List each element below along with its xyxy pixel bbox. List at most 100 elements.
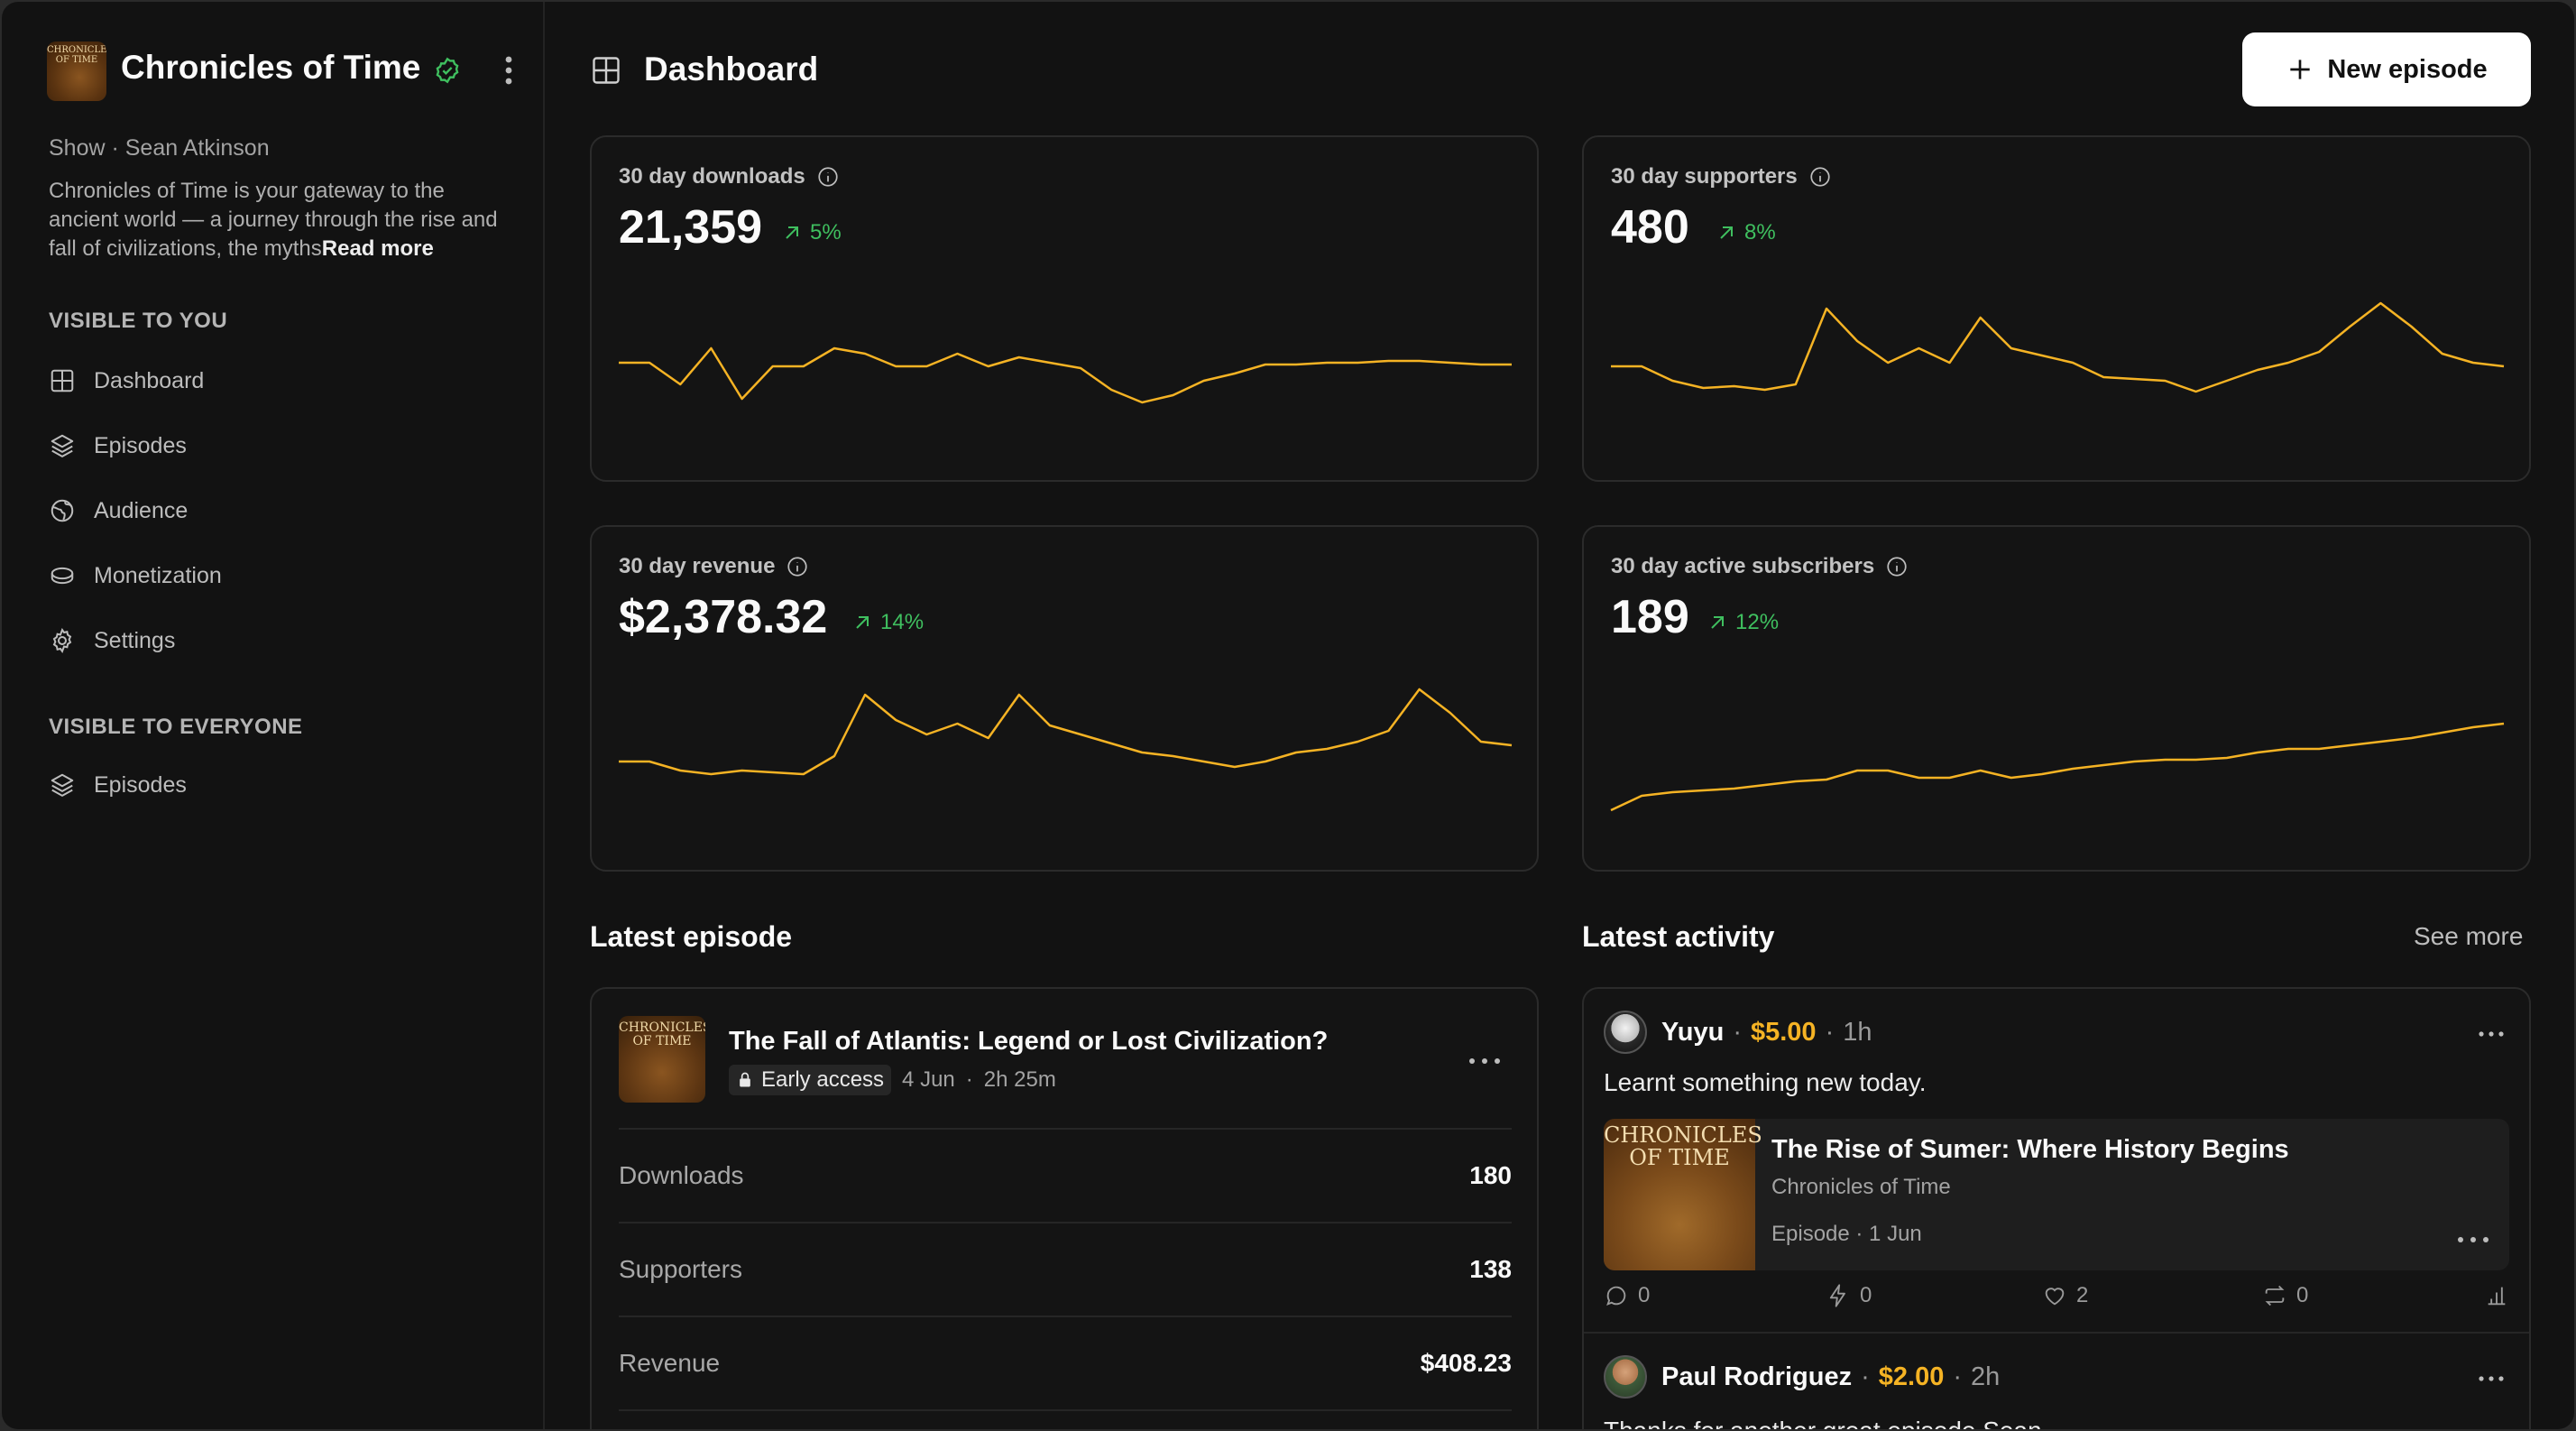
coin-icon: [51, 567, 74, 585]
stat-trend: 12%: [1707, 610, 1779, 635]
stat-label-text: 30 day downloads: [619, 164, 805, 189]
sidebar-item-label: Audience: [94, 497, 189, 523]
stat-value: 21,359: [619, 201, 763, 254]
sidebar-item-audience[interactable]: Audience: [49, 493, 188, 529]
layers-icon: [51, 773, 74, 797]
activity-time: 1h: [1843, 1017, 1872, 1047]
stat-value: $2,378.32: [619, 591, 828, 643]
episode-stat-row: Supporters 138: [619, 1222, 1512, 1316]
gear-icon: [52, 627, 72, 654]
show-description-text: Chronicles of Time is your gateway to th…: [49, 179, 498, 261]
episode-meta: Early access 4 Jun · 2h 25m: [729, 1065, 1056, 1095]
new-episode-button[interactable]: New episode: [2242, 32, 2531, 106]
activity-message: Thanks for another great episode Sean: [1604, 1417, 2042, 1429]
info-icon[interactable]: [816, 165, 840, 189]
stat-trend-text: 12%: [1735, 610, 1780, 634]
more-icon[interactable]: [2477, 1025, 2506, 1043]
avatar[interactable]: [1604, 1355, 1647, 1399]
stat-card-downloads: 30 day downloads 21,359 5%: [590, 135, 1539, 482]
sidebar-item-label: Episodes: [94, 771, 187, 798]
info-icon[interactable]: [1808, 165, 1832, 189]
early-access-badge: Early access: [729, 1065, 892, 1095]
activity-amount: $5.00: [1750, 1017, 1817, 1047]
stat-trend: 5%: [781, 220, 842, 245]
sidebar-item-public-episodes[interactable]: Episodes: [49, 767, 187, 803]
latest-activity-panel: Yuyu · $5.00 · 1h Learnt something new t…: [1582, 987, 2531, 1429]
stat-value: 480: [1611, 201, 1689, 254]
more-icon[interactable]: [2455, 1231, 2491, 1249]
sidebar-item-label: Dashboard: [94, 367, 205, 393]
episode-embed[interactable]: CHRONICLES OF TIME The Rise of Sumer: Wh…: [1604, 1119, 2509, 1270]
supporters-chart: [1611, 301, 2505, 393]
stat-label-text: 30 day supporters: [1611, 164, 1798, 189]
info-icon[interactable]: [1885, 555, 1909, 578]
section-label-public: VISIBLE TO EVERYONE: [49, 715, 303, 739]
sidebar-item-episodes[interactable]: Episodes: [49, 428, 187, 464]
episode-artwork[interactable]: CHRONICLES OF TIME: [619, 1016, 705, 1103]
episode-stat-row: Downloads 180: [619, 1128, 1512, 1222]
activity-header: Yuyu · $5.00 · 1h: [1604, 1011, 1872, 1054]
sidebar-item-monetization[interactable]: Monetization: [49, 558, 222, 594]
episode-artwork: CHRONICLES OF TIME: [1604, 1119, 1762, 1270]
show-meta: Show · Sean Atkinson: [49, 135, 270, 161]
avatar[interactable]: [1604, 1011, 1647, 1054]
grid-icon: [51, 369, 74, 392]
series-line: [619, 346, 1512, 404]
episode-date: 4 Jun: [902, 1067, 955, 1092]
repost-icon: [2265, 1285, 2285, 1306]
info-icon[interactable]: [786, 555, 809, 578]
sidebar: CHRONICLES OF TIME Chronicles of Time Sh…: [2, 2, 545, 1429]
read-more-link[interactable]: Read more: [321, 236, 434, 261]
stat-trend: 14%: [851, 610, 924, 635]
embed-title[interactable]: The Rise of Sumer: Where History Begins: [1771, 1135, 2289, 1164]
embed-meta: Episode · 1 Jun: [1771, 1222, 1922, 1246]
stat-trend-text: 8%: [1744, 220, 1776, 245]
stats-button[interactable]: [2484, 1283, 2509, 1308]
arrow-up-right-icon: [786, 226, 798, 239]
show-logo[interactable]: CHRONICLES OF TIME: [47, 42, 106, 101]
verified-icon: [436, 57, 459, 84]
embed-show[interactable]: Chronicles of Time: [1771, 1175, 1951, 1199]
globe-icon: [51, 499, 74, 522]
lightning-icon: [1829, 1284, 1845, 1307]
sidebar-item-settings[interactable]: Settings: [49, 623, 175, 659]
sidebar-item-dashboard[interactable]: Dashboard: [49, 363, 204, 399]
divider: [619, 1409, 1512, 1411]
episode-title[interactable]: The Fall of Atlantis: Legend or Lost Civ…: [729, 1027, 1329, 1056]
series-line: [619, 688, 1513, 776]
latest-activity-heading: Latest activity: [1582, 920, 1775, 953]
activity-user-name[interactable]: Paul Rodriguez: [1661, 1362, 1853, 1391]
revenue-chart: [619, 688, 1513, 776]
sidebar-item-label: Settings: [94, 627, 176, 653]
stat-card-revenue: 30 day revenue $2,378.32 14%: [590, 525, 1539, 872]
stat-label-text: 30 day active subscribers: [1611, 554, 1875, 578]
downloads-chart: [619, 346, 1512, 404]
activity-time: 2h: [1971, 1362, 2001, 1391]
comment-button[interactable]: 0: [1604, 1283, 1650, 1308]
boost-button[interactable]: 0: [1826, 1283, 1872, 1308]
plus-icon: [2290, 60, 2311, 79]
comment-icon: [1606, 1286, 1626, 1306]
bar-chart-icon: [2488, 1287, 2506, 1306]
episode-stat-row: Revenue $408.23: [619, 1316, 1512, 1409]
stat-label: 30 day supporters: [1611, 164, 1832, 189]
like-button[interactable]: 2: [2042, 1283, 2088, 1308]
see-more-link[interactable]: See more: [2414, 922, 2524, 950]
repost-button[interactable]: 0: [2262, 1283, 2308, 1308]
show-options-icon[interactable]: [494, 54, 523, 87]
more-icon[interactable]: [1467, 1052, 1503, 1070]
arrow-up-right-icon: [856, 616, 869, 629]
stat-value: 189: [1611, 591, 1689, 643]
arrow-up-right-icon: [1720, 226, 1733, 239]
more-icon[interactable]: [2477, 1370, 2506, 1388]
stat-label: 30 day revenue: [619, 554, 809, 579]
activity-header: Paul Rodriguez · $2.00 · 2h: [1604, 1355, 2000, 1399]
heart-icon: [2045, 1288, 2065, 1306]
series-line: [1610, 722, 2505, 812]
show-title[interactable]: Chronicles of Time: [121, 49, 421, 86]
activity-stats: 0 0 2 0: [1604, 1283, 2509, 1314]
stat-trend-text: 14%: [880, 610, 925, 634]
activity-user-name[interactable]: Yuyu: [1661, 1017, 1725, 1047]
sidebar-item-label: Monetization: [94, 562, 222, 588]
